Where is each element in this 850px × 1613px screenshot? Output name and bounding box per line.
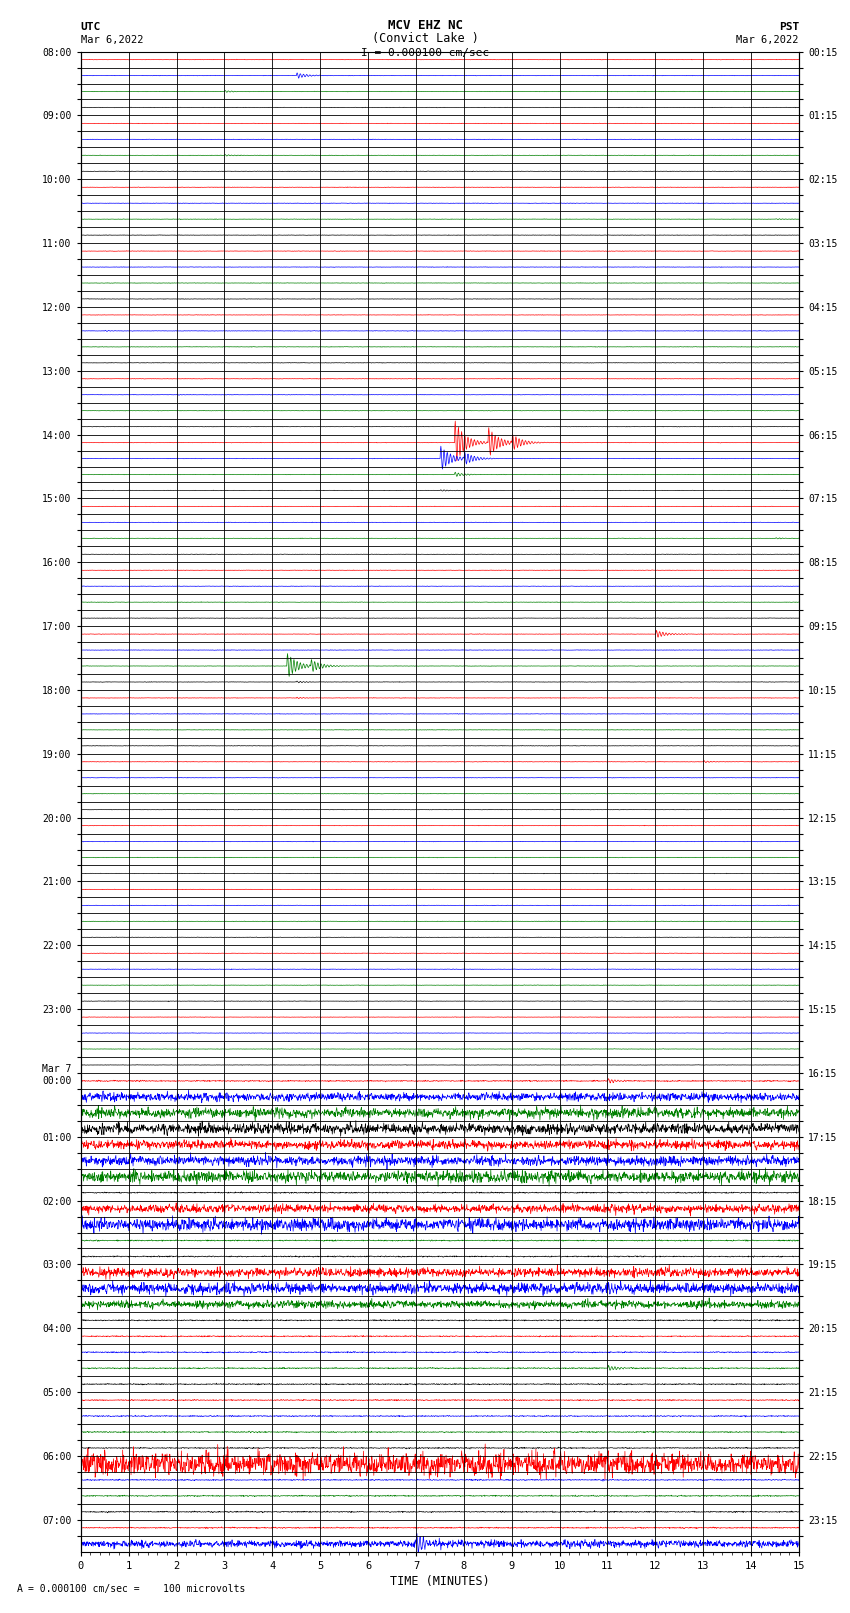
Text: Mar 6,2022: Mar 6,2022 — [736, 35, 799, 45]
X-axis label: TIME (MINUTES): TIME (MINUTES) — [390, 1574, 490, 1587]
Text: (Convict Lake ): (Convict Lake ) — [371, 32, 479, 45]
Text: A: A — [17, 1584, 23, 1594]
Text: UTC: UTC — [81, 23, 101, 32]
Text: I = 0.000100 cm/sec: I = 0.000100 cm/sec — [361, 48, 489, 58]
Text: Mar 6,2022: Mar 6,2022 — [81, 35, 144, 45]
Text: = 0.000100 cm/sec =    100 microvolts: = 0.000100 cm/sec = 100 microvolts — [28, 1584, 246, 1594]
Text: PST: PST — [779, 23, 799, 32]
Text: MCV EHZ NC: MCV EHZ NC — [388, 19, 462, 32]
